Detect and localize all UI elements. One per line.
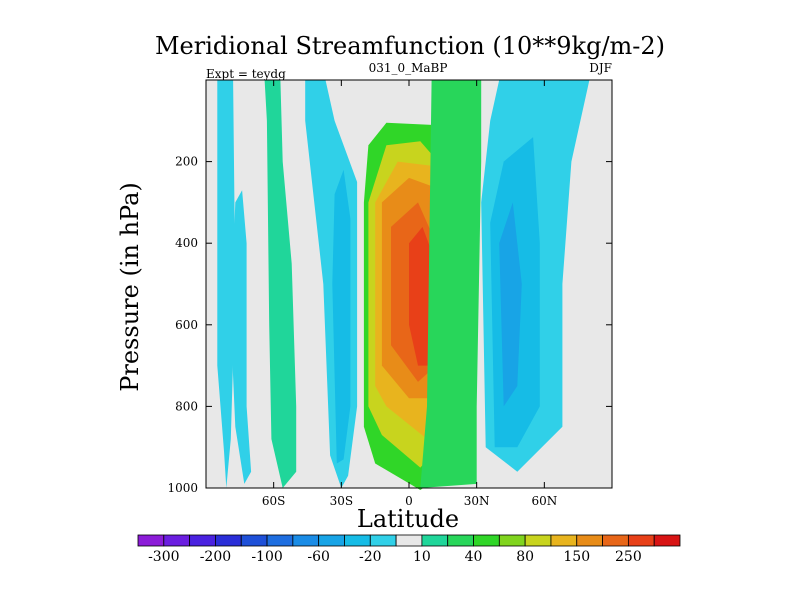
y-tick-label: 800 <box>175 399 198 413</box>
colorbar-box <box>653 534 681 547</box>
y-tick-label: 1000 <box>167 481 198 495</box>
y-tick-label: 200 <box>175 155 198 169</box>
colorbar-label: 10 <box>413 549 431 565</box>
y-tick-label: 600 <box>175 318 198 332</box>
colorbar-box <box>498 534 526 547</box>
plot-area: 60S 30S 0 30N 60N 200 400 600 800 1000 <box>167 79 613 508</box>
x-axis-label: Latitude <box>357 505 459 533</box>
colorbar-box <box>318 534 345 547</box>
colorbar-label: -200 <box>200 549 231 565</box>
contour-layer <box>217 80 590 491</box>
colorbar-box <box>163 534 191 547</box>
contour-region-1 <box>230 190 252 484</box>
colorbar-box <box>137 534 165 547</box>
x-tick-label: 30N <box>464 494 490 508</box>
colorbar: -300 -200 -100 -60 -20 10 40 80 150 250 <box>137 534 681 565</box>
colorbar-label: 250 <box>615 549 642 565</box>
colorbar-box <box>266 534 294 547</box>
colorbar-box <box>602 534 629 547</box>
colorbar-box <box>576 534 603 547</box>
colorbar-box <box>292 534 320 547</box>
contour-region-10 <box>409 226 432 366</box>
colorbar-box <box>344 534 371 547</box>
colorbar-box <box>369 534 397 547</box>
contour-region-11 <box>420 80 482 488</box>
tick-layer: 60S 30S 0 30N 60N 200 400 600 800 1000 <box>167 80 612 508</box>
colorbar-box <box>215 534 242 547</box>
contour-region-4 <box>332 169 351 464</box>
contour-region-2 <box>264 80 297 488</box>
colorbar-box <box>550 534 578 547</box>
colorbar-box <box>189 534 216 547</box>
y-tick-label: 400 <box>175 236 198 250</box>
contour-region-14 <box>499 202 522 407</box>
chart-title: Meridional Streamfunction (10**9kg/m-2) <box>155 32 665 60</box>
center-subtitle: 031_0_MaBP <box>369 61 448 75</box>
colorbar-box <box>421 534 449 547</box>
colorbar-box <box>240 534 268 547</box>
x-tick-label: 30S <box>330 494 354 508</box>
x-tick-label: 0 <box>405 494 413 508</box>
colorbar-label: 40 <box>465 549 483 565</box>
colorbar-box <box>447 534 474 547</box>
colorbar-box <box>524 534 552 547</box>
colorbar-label: -300 <box>148 549 179 565</box>
x-tick-label: 60S <box>262 494 286 508</box>
colorbar-label: 80 <box>516 549 534 565</box>
left-subtitle: Expt = teydg <box>206 67 286 81</box>
colorbar-label: -100 <box>251 549 282 565</box>
x-tick-label: 60N <box>531 494 557 508</box>
colorbar-label: -20 <box>359 549 382 565</box>
contour-region-0 <box>217 80 236 488</box>
colorbar-box <box>395 534 423 547</box>
colorbar-box <box>627 534 655 547</box>
colorbar-box <box>473 534 500 547</box>
colorbar-label: -60 <box>307 549 330 565</box>
right-subtitle: DJF <box>589 61 612 75</box>
colorbar-label: 150 <box>563 549 590 565</box>
y-axis-label: Pressure (in hPa) <box>116 182 144 392</box>
